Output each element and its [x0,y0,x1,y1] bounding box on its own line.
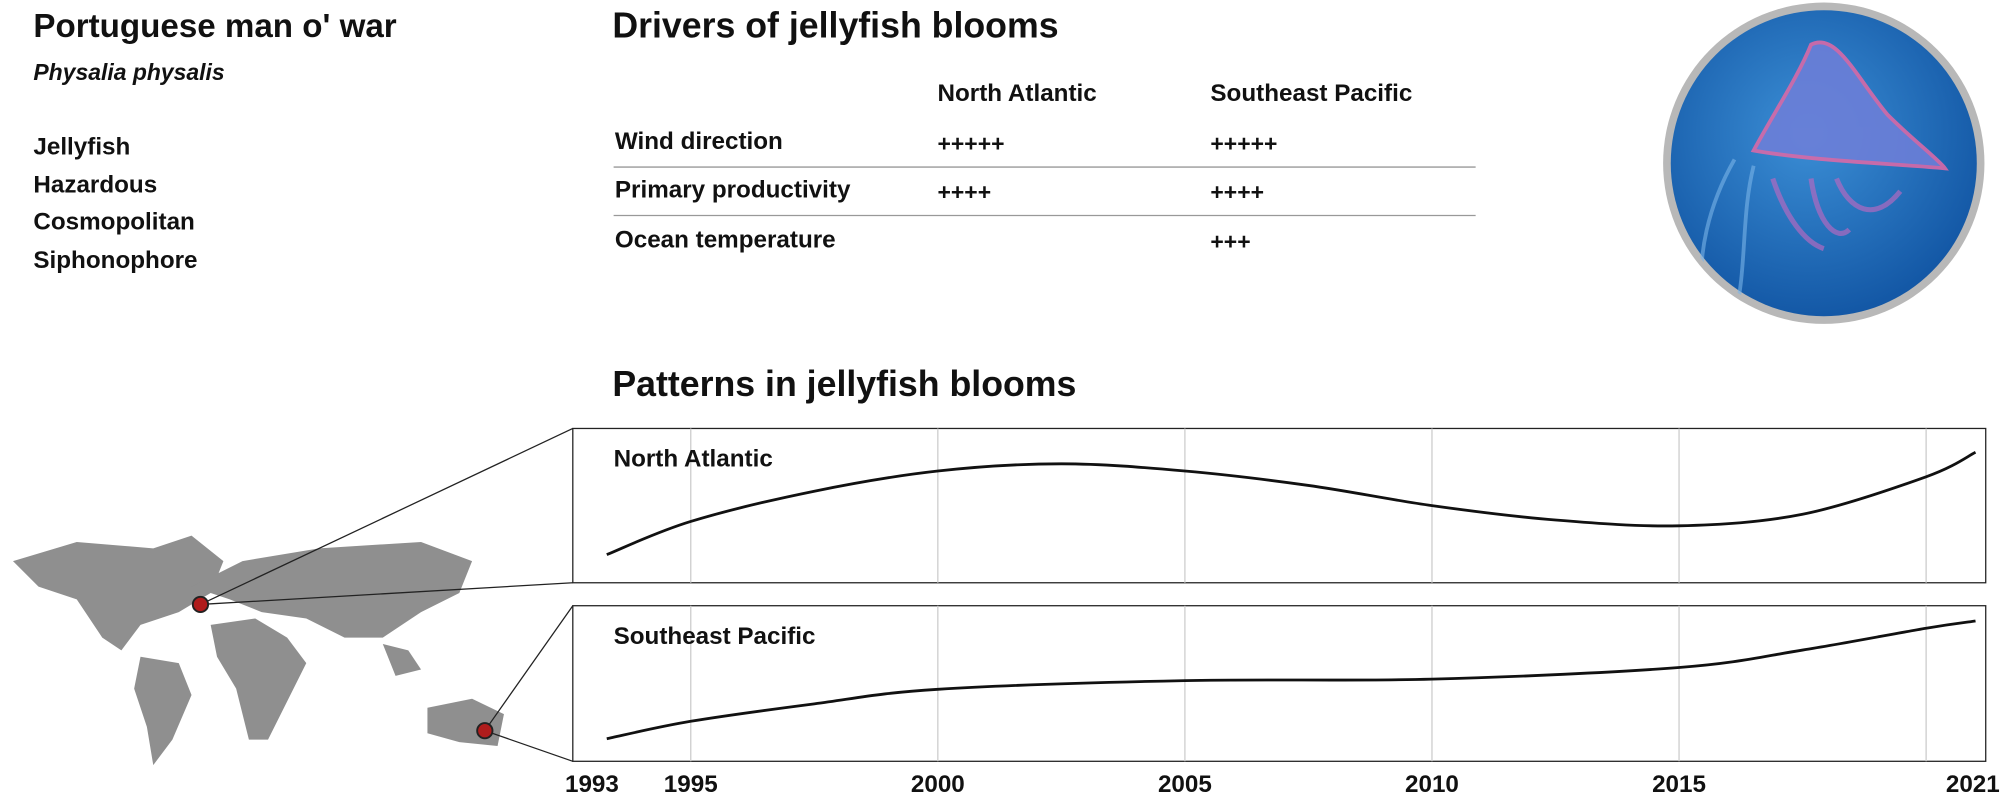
cell: ++++ [1210,179,1264,205]
patterns-chart: North Atlantic Southeast Pacific 1993 1995 2… [191,427,2000,797]
world-map [12,535,504,766]
x-tick-label: 2005 [1158,771,1212,797]
cell: +++ [1210,229,1250,255]
connector [200,582,573,606]
location-dot [191,595,210,614]
connector [484,730,574,762]
location-dot [476,722,494,740]
x-tick-label: 2021 [1946,771,2000,797]
x-tick-label: 1995 [664,771,718,797]
tag: Siphonophore [33,247,197,274]
x-tick-label: 2015 [1652,771,1706,797]
column-header: North Atlantic [938,80,1097,107]
cell: +++++ [938,130,1005,156]
panel-title: North Atlantic [614,446,773,473]
x-tick-label: 2000 [911,771,965,797]
column-header: Southeast Pacific [1210,80,1412,107]
species-name: Portuguese man o' war [33,8,396,45]
species-latin: Physalia physalis [33,59,224,85]
x-tick-label: 1993 [565,771,619,797]
section-title: Patterns in jellyfish blooms [612,364,1076,404]
x-tick-label: 2010 [1405,771,1459,797]
cell: ++++ [938,179,992,205]
row-label: Primary productivity [615,177,851,204]
drivers-table: North Atlantic Southeast Pacific Wind dire… [613,80,1476,255]
row-label: Wind direction [615,128,783,155]
panel [572,605,1987,762]
photo [1663,2,1985,324]
panel-title: Southeast Pacific [614,623,816,650]
tag: Jellyfish [33,133,130,160]
connector [484,605,574,732]
trend-line [606,451,1977,556]
tag: Cosmopolitan [33,209,194,236]
panel [572,427,1987,584]
tag: Hazardous [33,172,157,199]
section-title: Drivers of jellyfish blooms [612,5,1058,45]
row-label: Ocean temperature [615,226,836,253]
connector [200,427,574,606]
cell: +++++ [1210,130,1277,156]
trend-line [606,619,1976,741]
